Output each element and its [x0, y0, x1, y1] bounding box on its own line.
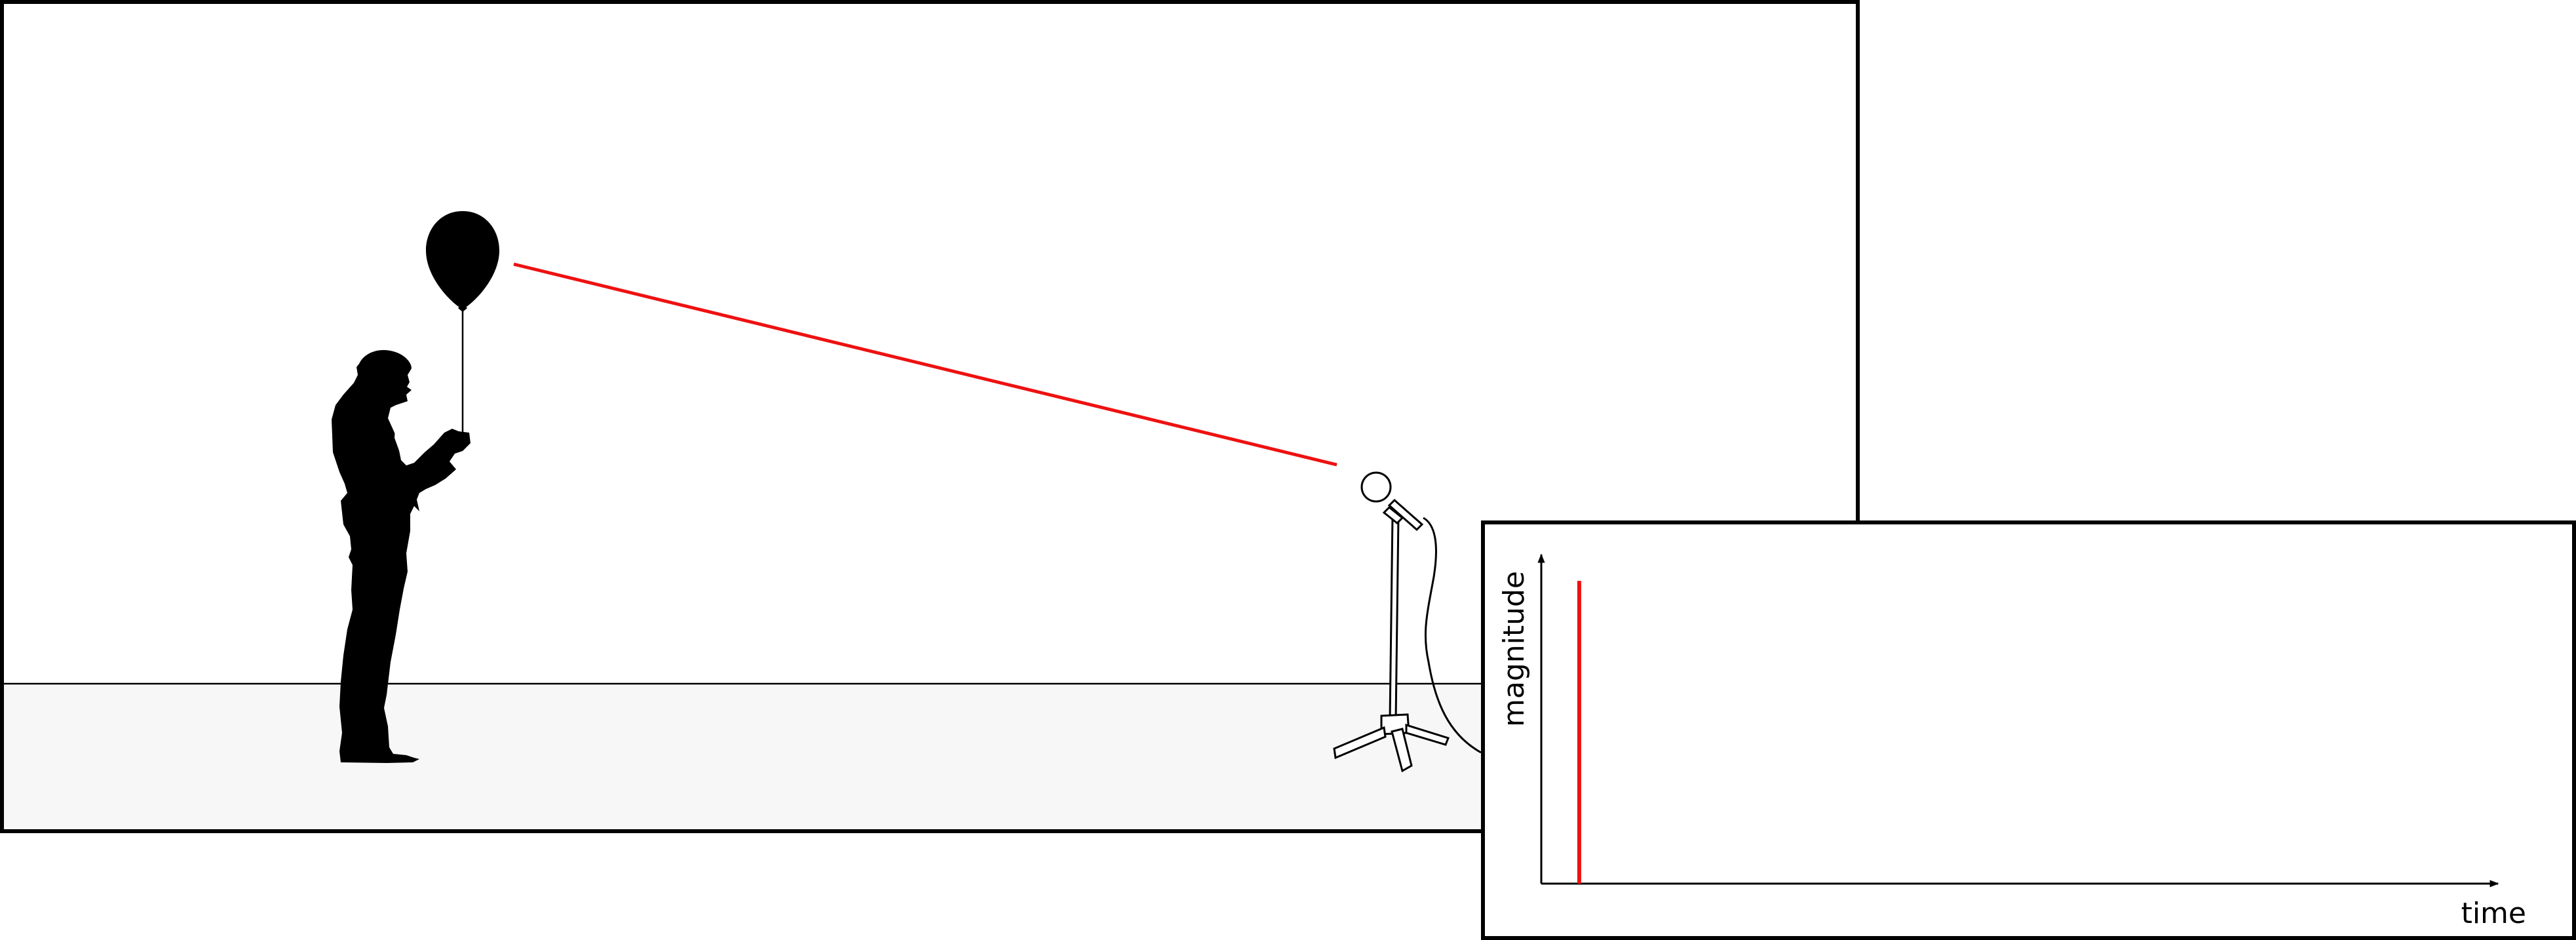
balloon-icon [426, 211, 499, 312]
y-axis-label: magnitude [1497, 571, 1531, 727]
chart-panel [1481, 520, 2576, 940]
person-silhouette-icon [332, 350, 471, 763]
scene-frame [0, 0, 1860, 833]
sound-path-arrow [513, 262, 1337, 467]
x-axis-label: time [2461, 897, 2526, 930]
impulse-response-chart: time magnitude [1481, 520, 2576, 940]
microphone-on-stand-icon [1333, 471, 1482, 773]
